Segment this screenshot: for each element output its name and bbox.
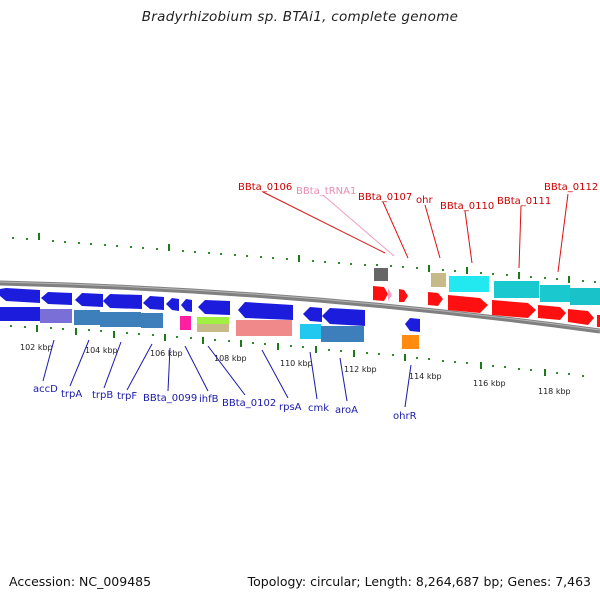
genome-title: Bradyrhizobium sp. BTAi1, complete genom… — [141, 9, 459, 25]
tick-label-102: 102 kbp — [20, 343, 53, 352]
gene-ohr-arrow[interactable] — [428, 292, 443, 306]
label-bbta-trna1[interactable]: BBta_tRNA1 — [296, 186, 356, 197]
tick-label-118: 118 kbp — [538, 387, 571, 396]
label-ohrr[interactable]: ohrR — [393, 411, 417, 422]
gene-bbta-trna1[interactable] — [388, 288, 392, 301]
top-gene-labels: BBta_0106 BBta_tRNA1 BBta_0107 ohr BBta_… — [238, 182, 598, 212]
label-ohr[interactable]: ohr — [416, 195, 433, 206]
gene-bbta-0106-arrow[interactable] — [373, 286, 388, 301]
label-bbta-0110[interactable]: BBta_0110 — [440, 201, 494, 212]
gene-accd[interactable] — [0, 288, 40, 303]
label-bbta-0107[interactable]: BBta_0107 — [358, 192, 412, 203]
gene-bbta-0099[interactable] — [180, 316, 191, 330]
tick-label-114: 114 kbp — [409, 372, 442, 381]
gene-bbta-0110[interactable] — [449, 276, 489, 292]
label-ihfb[interactable]: ihfB — [199, 394, 219, 405]
gene-ihfb[interactable] — [197, 317, 229, 324]
tick-label-104: 104 kbp — [85, 346, 118, 355]
tick-label-116: 116 kbp — [473, 379, 506, 388]
gene-trpa[interactable] — [0, 307, 40, 321]
inner-ruler: 102 kbp 104 kbp 106 kbp 108 kbp 110 kbp … — [10, 325, 584, 396]
tick-label-110: 110 kbp — [280, 359, 313, 368]
label-cmk[interactable]: cmk — [308, 403, 329, 414]
gene-ohr[interactable] — [431, 273, 446, 287]
gene-bbta-0112-arrow[interactable] — [538, 305, 566, 320]
label-bbta-0099[interactable]: BBta_0099 — [143, 393, 197, 404]
tick-label-108: 108 kbp — [214, 354, 247, 363]
label-aroa[interactable]: aroA — [335, 405, 358, 416]
gene-bbta-0111[interactable] — [494, 281, 539, 298]
gene-bbta-0106[interactable] — [374, 268, 388, 281]
label-accd[interactable]: accD — [33, 384, 58, 395]
label-bbta-0106[interactable]: BBta_0106 — [238, 182, 292, 193]
genome-summary-text: Topology: circular; Length: 8,264,687 bp… — [247, 574, 591, 589]
reverse-genes — [0, 288, 420, 349]
gene-ohrr[interactable] — [402, 335, 419, 349]
tick-label-112: 112 kbp — [344, 365, 377, 374]
label-trpf[interactable]: trpF — [117, 391, 137, 402]
label-bbta-0112[interactable]: BBta_0112 — [544, 182, 598, 193]
accession-text: Accession: NC_009485 — [9, 574, 152, 589]
bottom-gene-labels: accD trpA trpB trpF BBta_0099 ihfB BBta_… — [33, 384, 417, 422]
label-bbta-0102[interactable]: BBta_0102 — [222, 398, 276, 409]
outer-ruler — [12, 233, 596, 283]
forward-genes — [373, 268, 600, 327]
label-bbta-0111[interactable]: BBta_0111 — [497, 196, 551, 207]
gene-cmk[interactable] — [321, 326, 364, 342]
gene-bbta-0102[interactable] — [236, 320, 292, 336]
label-trpb[interactable]: trpB — [92, 390, 113, 401]
top-leader-lines — [262, 191, 569, 273]
gene-bbta-0110-arrow[interactable] — [448, 295, 488, 313]
genome-backbone — [0, 280, 600, 334]
gene-bbta-0112[interactable] — [540, 285, 570, 302]
tick-label-106: 106 kbp — [150, 349, 183, 358]
label-rpsa[interactable]: rpsA — [279, 402, 302, 413]
bottom-leader-lines — [42, 339, 412, 408]
gene-rpsa[interactable] — [300, 324, 321, 339]
gene-bbta-0107[interactable] — [399, 289, 408, 302]
label-trpa[interactable]: trpA — [61, 389, 82, 400]
gene-bbta-0111-arrow[interactable] — [492, 300, 536, 318]
